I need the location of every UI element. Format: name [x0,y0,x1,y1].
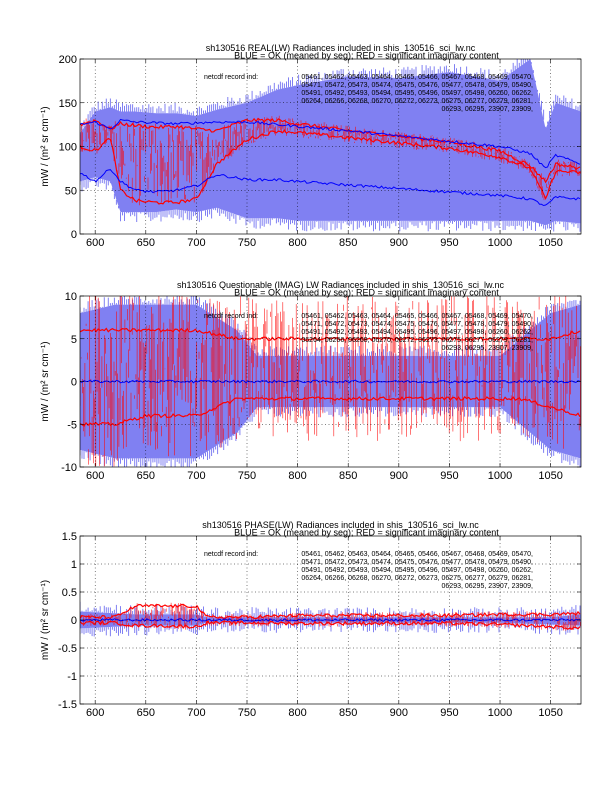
chart-title: sh130516 REAL(LW) Radiances included in … [206,43,476,53]
x-tick-label: 750 [238,237,256,249]
record-line: 05471, 05472, 05473, 05474, 05475, 05476… [301,321,533,328]
x-tick-label: 750 [238,707,256,719]
chart-title: sh130516 PHASE(LW) Radiances included in… [202,520,479,530]
x-tick-label: 900 [390,707,408,719]
y-tick-label: -0.5 [58,643,77,655]
y-tick-label: 50 [65,185,77,197]
legend-line: BLUE = OK (meaned by seg); RED = signifi… [234,288,499,298]
x-tick-label: 700 [187,470,205,482]
record-line: 06264, 06266, 06268, 06270, 06272, 06273… [301,575,533,582]
x-tick-label: 600 [86,470,104,482]
plot-area [80,59,581,232]
y-tick-label: -5 [67,419,77,431]
record-line: 06293, 06295, 23907, 23909, [442,345,534,352]
y-tick-label: -1 [67,671,77,683]
x-tick-label: 650 [137,237,155,249]
blue-mean-line-1 [80,118,581,169]
x-tick-label: 650 [137,707,155,719]
y-tick-label: 0 [71,377,77,389]
y-axis-label: mW / (m² sr cm⁻¹) [40,106,51,186]
y-tick-label: 10 [65,291,77,303]
plot-area [80,601,581,637]
x-tick-label: 700 [187,237,205,249]
x-tick-label: 850 [339,237,357,249]
x-tick-label: 650 [137,470,155,482]
legend-line: BLUE = OK (meaned by seg); RED = signifi… [234,528,499,538]
y-tick-label: 1 [71,559,77,571]
red-series-2 [80,129,581,205]
record-line: 05471, 05472, 05473, 05474, 05475, 05476… [301,559,533,566]
x-tick-label: 600 [86,237,104,249]
y-tick-label: 200 [59,54,77,66]
x-tick-label: 1000 [488,237,512,249]
x-tick-label: 800 [288,470,306,482]
x-tick-label: 800 [288,237,306,249]
chart-title: sh130516 Questionable (IMAG) LW Radiance… [177,280,505,290]
x-tick-label: 600 [86,707,104,719]
record-line: 05461, 05462, 05463, 05464, 05465, 05466… [301,551,533,558]
x-tick-label: 700 [187,707,205,719]
chart-panel-1: sh130516 REAL(LW) Radiances included in … [40,43,582,249]
blue-mean-line-1 [80,618,581,622]
x-tick-label: 800 [288,707,306,719]
y-tick-label: 1.5 [62,531,77,543]
y-tick-label: 150 [59,98,77,110]
x-tick-label: 900 [390,237,408,249]
chart-panel-2: sh130516 Questionable (IMAG) LW Radiance… [40,280,582,482]
record-line: 05491, 05492, 05493, 05494, 05495, 05496… [301,329,533,336]
record-line: 05471, 05472, 05473, 05474, 05475, 05476… [301,82,533,89]
record-line: 05491, 05492, 05493, 05494, 05495, 05496… [301,567,533,574]
x-tick-label: 750 [238,470,256,482]
x-tick-label: 1050 [538,470,562,482]
record-line: 05461, 05462, 05463, 05464, 05465, 05466… [301,313,533,320]
x-tick-label: 900 [390,470,408,482]
x-tick-label: 1000 [488,470,512,482]
blue-mean-line-1 [80,379,581,384]
x-tick-label: 1000 [488,707,512,719]
x-tick-label: 950 [440,470,458,482]
chart-panel-3: sh130516 PHASE(LW) Radiances included in… [40,520,582,719]
y-tick-label: 0.5 [62,587,77,599]
y-axis-label: mW / (m² sr cm⁻¹) [40,580,51,660]
red-series-2 [80,395,581,427]
red-spectra [80,296,581,467]
blue-mean-line-2 [80,169,581,207]
x-tick-label: 1050 [538,707,562,719]
y-axis-label: mW / (m² sr cm⁻¹) [40,341,51,421]
record-line: 05461, 05462, 05463, 05464, 05465, 05466… [301,74,533,81]
x-tick-label: 950 [440,707,458,719]
record-line: 06293, 06295, 23907, 23909, [442,106,534,113]
record-line: 06264, 06266, 06268, 06270, 06272, 06273… [301,337,533,344]
y-tick-label: 0 [71,229,77,241]
y-tick-label: -1.5 [58,699,77,711]
y-tick-label: 5 [71,334,77,346]
x-tick-label: 850 [339,707,357,719]
blue-band-noise [80,59,581,232]
record-line: 06293, 06295, 23907, 23909, [442,583,534,590]
red-series-1 [80,117,581,184]
x-tick-label: 1050 [538,237,562,249]
plot-area [80,296,581,467]
red-series-1 [80,603,581,620]
x-tick-label: 850 [339,470,357,482]
record-line: 06264, 06266, 06268, 06270, 06272, 06273… [301,98,533,105]
record-label: netcdf record ind: [204,74,258,81]
red-series-2 [80,620,581,630]
record-label: netcdf record ind: [204,313,258,320]
y-tick-label: 0 [71,615,77,627]
y-tick-label: -10 [61,462,77,474]
record-line: 05491, 05492, 05493, 05494, 05495, 05496… [301,90,533,97]
record-label: netcdf record ind: [204,551,258,558]
legend-line: BLUE = OK (meaned by seg); RED = signifi… [234,51,499,61]
y-tick-label: 100 [59,142,77,154]
x-tick-label: 950 [440,237,458,249]
